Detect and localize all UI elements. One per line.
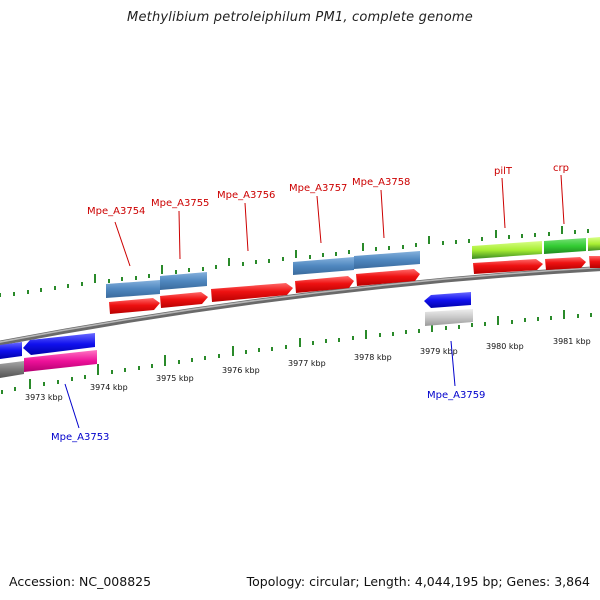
label-leader — [64, 383, 80, 429]
tick-label-3979: 3979 kbp — [420, 347, 458, 356]
forward-cds-row — [109, 256, 600, 314]
label-leader — [316, 195, 322, 244]
gray-reverse-feature[interactable] — [0, 361, 24, 378]
reverse-feature-row — [0, 292, 473, 378]
genome-title: Methylibium petroleiphilum PM1, complete… — [127, 10, 473, 25]
steelblue-feature[interactable] — [293, 257, 354, 275]
gray-reverse-feature[interactable] — [425, 309, 473, 326]
label-leader — [114, 221, 131, 267]
label-leader — [178, 210, 181, 260]
gene-label-mpe-a3755[interactable]: Mpe_A3755 — [151, 198, 209, 209]
genome-summary-text: Topology: circular; Length: 4,044,195 bp… — [246, 574, 590, 589]
label-leader — [380, 189, 385, 239]
reverse-gene-labels: Mpe_A3753 Mpe_A3759 — [51, 340, 485, 443]
steelblue-feature[interactable] — [160, 272, 207, 290]
label-leader — [501, 177, 506, 229]
tick-label-3977: 3977 kbp — [288, 359, 326, 368]
label-leader — [560, 174, 565, 225]
cds-arrow[interactable] — [295, 276, 354, 293]
label-leader — [244, 202, 249, 252]
gene-label-mpe-a3753[interactable]: Mpe_A3753 — [51, 432, 109, 443]
magenta-reverse-feature[interactable] — [24, 350, 97, 372]
cds-arrow[interactable] — [160, 292, 208, 308]
tick-label-3980: 3980 kbp — [486, 342, 524, 351]
cds-arrow[interactable] — [545, 257, 586, 270]
steelblue-feature[interactable] — [354, 251, 420, 269]
gene-label-mpe-a3759[interactable]: Mpe_A3759 — [427, 390, 485, 401]
blue-reverse-arrow[interactable] — [23, 333, 95, 355]
forward-gene-labels: Mpe_A3754 Mpe_A3755 Mpe_A3756 Mpe_A3757 … — [87, 163, 569, 267]
lime-feature[interactable] — [472, 241, 542, 259]
gene-label-pilt[interactable]: pilT — [494, 166, 513, 177]
blue-reverse-arrow[interactable] — [424, 292, 471, 308]
gene-label-mpe-a3756[interactable]: Mpe_A3756 — [217, 190, 275, 201]
gene-label-crp[interactable]: crp — [553, 163, 569, 174]
tick-label-3976: 3976 kbp — [222, 366, 260, 375]
label-leader — [450, 340, 456, 387]
cds-arrow[interactable] — [109, 298, 160, 314]
gene-label-mpe-a3758[interactable]: Mpe_A3758 — [352, 177, 410, 188]
accession-text: Accession: NC_008825 — [9, 574, 152, 589]
tick-label-3973: 3973 kbp — [25, 393, 63, 402]
cds-arrow[interactable] — [589, 256, 600, 268]
kbp-tick-labels: 3973 kbp 3974 kbp 3975 kbp 3976 kbp 3977… — [25, 337, 591, 402]
lower-tick-ruler — [1, 310, 592, 394]
tick-label-3981: 3981 kbp — [553, 337, 591, 346]
cds-arrow[interactable] — [473, 259, 543, 274]
steelblue-feature[interactable] — [106, 280, 160, 298]
lime-feature[interactable] — [588, 237, 600, 251]
blue-reverse-arrow[interactable] — [0, 342, 22, 359]
tick-label-3974: 3974 kbp — [90, 383, 128, 392]
genome-backbone — [0, 266, 600, 346]
cds-arrow[interactable] — [356, 269, 420, 286]
forward-feature-row — [106, 237, 600, 298]
tick-label-3978: 3978 kbp — [354, 353, 392, 362]
tick-label-3975: 3975 kbp — [156, 374, 194, 383]
gene-label-mpe-a3757[interactable]: Mpe_A3757 — [289, 183, 347, 194]
upper-tick-ruler — [0, 226, 589, 297]
cds-arrow[interactable] — [211, 283, 293, 302]
genome-backbone-highlight — [0, 266, 600, 343]
green-feature[interactable] — [544, 238, 586, 254]
gene-label-mpe-a3754[interactable]: Mpe_A3754 — [87, 206, 145, 217]
